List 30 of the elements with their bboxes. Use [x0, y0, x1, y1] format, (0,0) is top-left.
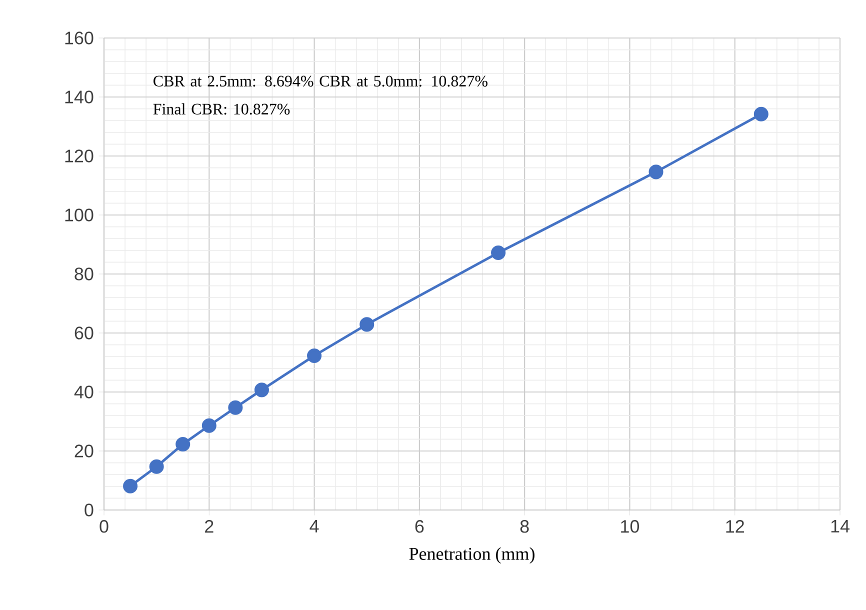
annotation: CBR at 2.5mm: 8.694% CBR at 5.0mm: 10.827% Final CBR: 10.827%: [153, 76, 488, 115]
x-tick-label: 8: [520, 520, 529, 533]
y-tick-label: 20: [74, 444, 94, 458]
y-tick-label: 100: [65, 208, 94, 222]
y-tick-label: 140: [65, 90, 94, 104]
y-tick-label: 160: [65, 32, 94, 44]
x-tick-label: 2: [205, 520, 214, 533]
point: [754, 106, 768, 122]
point: [123, 478, 138, 494]
x-tick-label: 14: [831, 520, 850, 532]
x-tick-label: 10: [621, 520, 640, 533]
point: [307, 348, 322, 363]
point: [648, 164, 664, 180]
x-tick-label: 6: [415, 520, 424, 533]
x-tick-label: 12: [726, 520, 744, 533]
point: [491, 245, 506, 260]
point: [254, 382, 269, 398]
x-axis-title: Penetration (mm): [409, 547, 534, 564]
y-tick-label: 80: [74, 268, 94, 280]
point: [149, 459, 164, 474]
point: [202, 418, 216, 433]
point: [176, 436, 190, 452]
point: [360, 317, 374, 332]
y-tick-label: 60: [74, 326, 94, 340]
point: [228, 400, 243, 415]
y-tick-label: 0: [84, 504, 94, 516]
y-tick-label: 40: [74, 386, 94, 398]
x-tick-label: 4: [310, 520, 319, 532]
x-tick-label: 0: [100, 520, 108, 533]
y-tick-label: 120: [65, 150, 94, 162]
